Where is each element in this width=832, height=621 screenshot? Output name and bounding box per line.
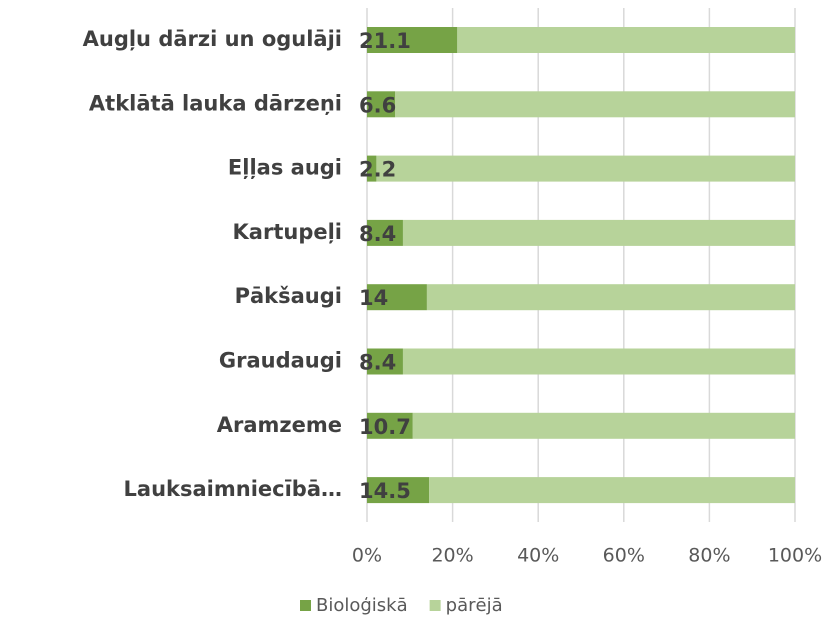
- bar-segment: [395, 91, 795, 118]
- bar-segment: [367, 91, 396, 118]
- y-tick-label: Pākšaugi: [235, 284, 342, 308]
- legend-swatch: [300, 600, 311, 611]
- x-tick-label: 80%: [688, 545, 730, 567]
- y-tick-label: Augļu dārzi un ogulāji: [83, 27, 342, 51]
- x-tick-label: 20%: [431, 545, 473, 567]
- bar-segment: [367, 219, 403, 246]
- bar-segment: [367, 155, 377, 182]
- y-tick-label: Eļļas augi: [228, 156, 342, 180]
- legend-label: Bioloģiskā: [316, 595, 408, 616]
- bar-segment: [376, 155, 795, 182]
- bar-segment: [429, 477, 795, 504]
- bar-segment: [426, 284, 795, 311]
- bar-segment: [367, 348, 403, 375]
- bar-segment: [402, 348, 795, 375]
- data-label: 14.5: [359, 479, 411, 503]
- x-tick-label: 40%: [517, 545, 559, 567]
- bar-segment: [367, 284, 427, 311]
- data-label: 21.1: [359, 29, 411, 53]
- x-tick-label: 0%: [352, 545, 382, 567]
- x-tick-label: 60%: [603, 545, 645, 567]
- bar-segment: [402, 219, 795, 246]
- data-label: 6.6: [359, 93, 396, 117]
- bar-segment: [367, 477, 430, 504]
- y-tick-label: Lauksaimniecībā…: [124, 477, 342, 501]
- bar-segment: [412, 412, 795, 439]
- data-label: 10.7: [359, 415, 411, 439]
- data-label: 8.4: [359, 351, 396, 375]
- data-label: 2.2: [359, 158, 396, 182]
- y-tick-label: Aramzeme: [217, 413, 342, 437]
- bar-segment: [457, 27, 795, 53]
- x-tick-label: 100%: [768, 545, 822, 567]
- legend-swatch: [429, 600, 441, 611]
- y-tick-label: Graudaugi: [219, 349, 342, 373]
- data-label: 8.4: [359, 222, 396, 246]
- data-label: 14: [359, 286, 388, 310]
- legend-label: pārējā: [446, 595, 503, 616]
- bar-segment: [367, 27, 458, 53]
- bar-segment: [367, 412, 413, 439]
- y-tick-label: Atklātā lauka dārzeņi: [89, 91, 342, 115]
- y-tick-label: Kartupeļi: [233, 220, 342, 244]
